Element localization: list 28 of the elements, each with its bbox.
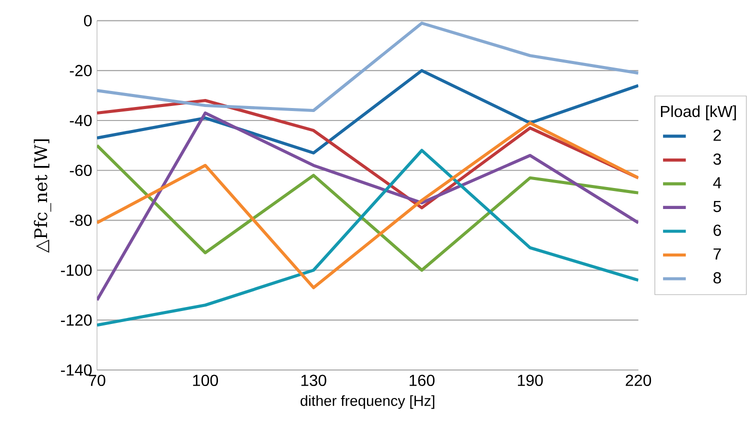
y-tick-label: -140 — [60, 364, 92, 376]
y-tick-label: -40 — [70, 114, 92, 126]
line-series — [97, 69, 638, 154]
legend-label: 4 — [713, 177, 722, 188]
line-series — [97, 22, 638, 112]
x-tick-label: 220 — [626, 374, 652, 386]
x-tick-label: 130 — [301, 374, 326, 386]
x-tick-label: 160 — [410, 374, 435, 386]
y-tick-label: -60 — [70, 164, 92, 176]
x-tick-label: 190 — [518, 374, 543, 386]
legend-title: Pload [kW] — [660, 105, 736, 120]
y-tick-label: -100 — [60, 264, 92, 276]
y-tick-label: -120 — [60, 314, 92, 326]
legend-label: 5 — [713, 200, 721, 212]
legend-label: 2 — [714, 130, 721, 141]
line-series — [97, 144, 638, 272]
line-series — [97, 148, 638, 327]
y-axis-title: △Pfc_net [W] — [34, 139, 52, 253]
y-tick-label: -20 — [70, 64, 92, 76]
x-tick-label: 70 — [88, 374, 106, 386]
y-tick-label: 0 — [84, 15, 92, 26]
legend-label: 8 — [713, 272, 721, 284]
x-axis-title: dither frequency [Hz] — [300, 395, 434, 409]
x-tick-label: 100 — [193, 374, 218, 386]
y-tick-label: -80 — [70, 214, 92, 226]
legend-label: 6 — [714, 224, 721, 236]
legend-label: 3 — [713, 153, 721, 165]
legend-label: 7 — [714, 248, 721, 260]
